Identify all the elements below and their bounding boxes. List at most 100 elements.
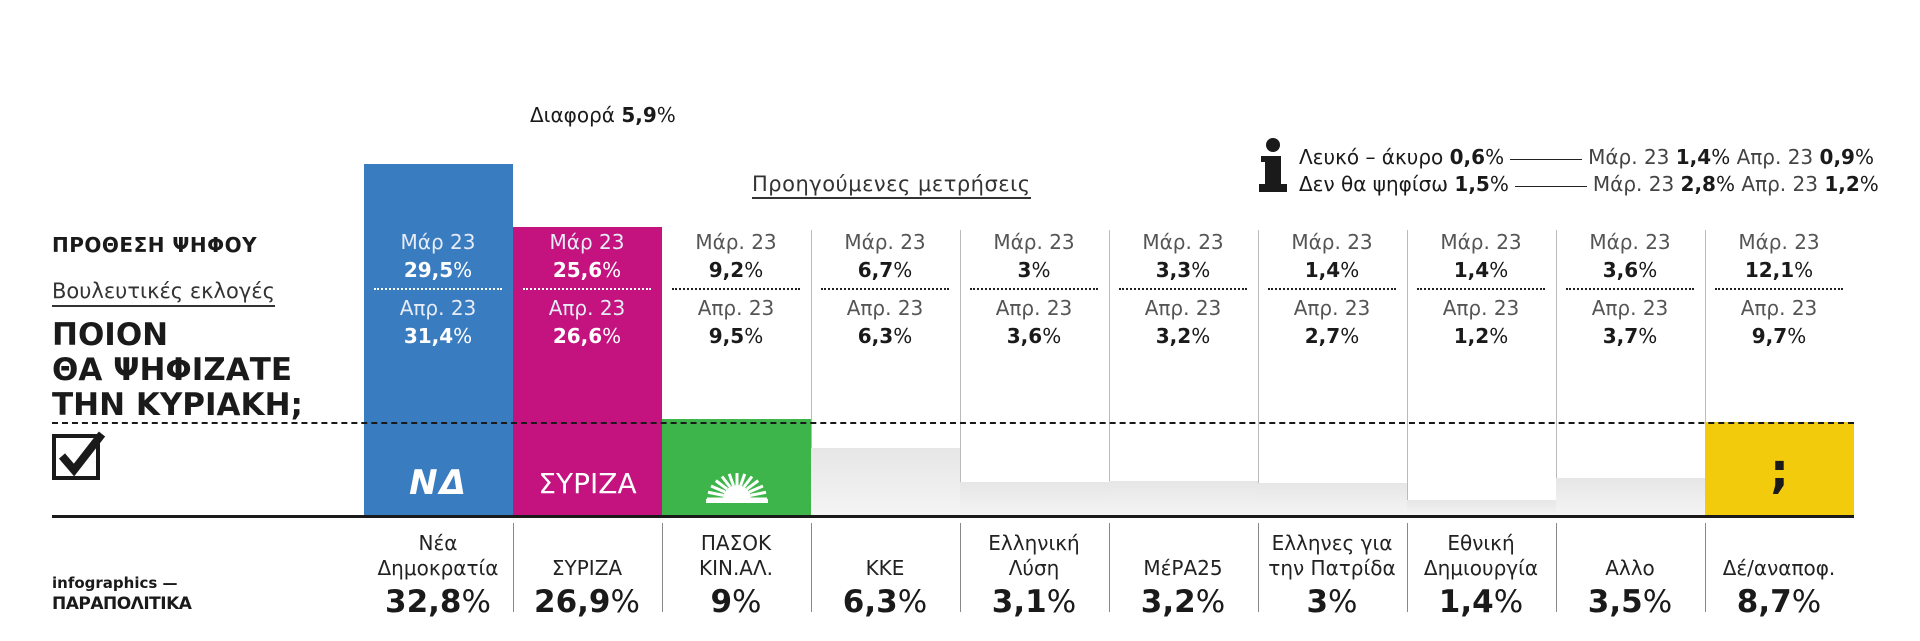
title-line-1: ΠΟΙΟΝ [52,317,169,353]
prev-apr-value: 3,7% [1602,324,1658,348]
percent-sign: % [1340,258,1360,282]
prev-apr-row: 26,6% [513,322,661,350]
column-separator [811,230,812,515]
info-apr-value: 0,9 [1819,145,1855,169]
previous-measurement: Μάρ. 23 1,4% Απρ. 23 2,7% [1258,228,1406,350]
party-name-line: Λύση [1008,556,1060,580]
dotted-divider [374,288,502,290]
previous-measurement: Μάρ 23 25,6% Απρ. 23 26,6% [513,228,661,350]
syriza-logo: ΣΥΡΙΖΑ [538,467,637,500]
party-name-line: Ελληνική [988,531,1080,555]
prev-mar-value: 1,4% [1453,258,1509,282]
pasok-sun-icon [705,473,768,503]
prev-mar-label: Μάρ. 23 [1440,230,1522,254]
prev-apr-value: 2,7% [1304,324,1360,348]
percent-sign: % [453,258,473,282]
info-row-abstain: Δεν θα ψηφίσω 1,5% Μάρ. 23 2,8% Απρ. 23 1… [1299,171,1879,197]
percent-sign: % [1031,258,1051,282]
party-value: 1,4% [1438,584,1524,620]
previous-measurement: Μάρ. 23 9,2% Απρ. 23 9,5% [662,228,810,350]
previous-measurement: Μάρ. 23 12,1% Απρ. 23 9,7% [1705,228,1853,350]
percent-sign: % [897,584,928,620]
party-value: 3,2% [1140,584,1226,620]
info-label: Λευκό – άκυρο [1299,145,1444,169]
party-name: ΠΑΣΟΚ ΚΙΝ.ΑΛ. [662,531,810,581]
previous-measurement: Μάρ. 23 6,7% Απρ. 23 6,3% [811,228,959,350]
prev-mar-value: 6,7% [857,258,913,282]
party-name: Εθνική Δημιουργία [1407,531,1555,581]
info-unit: % [1711,145,1731,169]
info-apr-value: 1,2 [1824,172,1860,196]
percent-sign: % [453,324,473,348]
party-name-line: την Πατρίδα [1268,556,1396,580]
dotted-divider [1119,288,1247,290]
percent-sign: % [1791,584,1822,620]
percent-sign: % [1191,258,1211,282]
party-name: ΚΚΕ [811,556,959,581]
percent-sign: % [1328,584,1358,620]
bar-0 [364,164,513,515]
kicker: ΠΡΟΘΕΣΗ ΨΗΦΟΥ [52,233,258,257]
column-separator [1407,230,1408,515]
percent-sign: % [1638,258,1658,282]
info-row-blank: Λευκό – άκυρο 0,6% Μάρ. 23 1,4% Απρ. 23 0… [1299,144,1874,170]
column-separator [1258,230,1259,515]
dotted-divider [970,288,1098,290]
previous-measurement: Μάρ. 23 3,3% Απρ. 23 3,2% [1109,228,1257,350]
prev-apr-value: 3,2% [1155,324,1211,348]
info-value: 0,6 [1449,145,1486,169]
brand-logo: ΠΑΡΑΠΟΛΙΤΙΚΑ [52,594,192,614]
prev-apr-row: 1,2% [1407,322,1555,350]
party-value: 3,1% [991,584,1077,620]
column-separator [1109,523,1110,612]
percent-sign: % [1493,584,1524,620]
percent-sign: % [1195,584,1226,620]
prev-apr-label: Απρ. 23 [1442,296,1520,320]
column-separator [960,523,961,612]
prev-apr-label: Απρ. 23 [1293,296,1371,320]
prev-apr-row: 9,5% [662,322,810,350]
column-separator [1705,523,1706,612]
party-value: 3% [1306,584,1358,620]
prev-mar-value: 25,6% [552,258,622,282]
party-name-line: Νέα [418,531,458,555]
party-value: 26,9% [534,584,640,620]
bar-9 [1705,421,1854,515]
percent-sign: % [461,584,491,620]
baseline [52,515,1854,518]
party-value: 32,8% [385,584,491,620]
percent-sign: % [1794,258,1814,282]
party-value: 6,3% [842,584,928,620]
bar-5 [1109,480,1258,515]
party-name-line: Δημιουργία [1423,556,1539,580]
info-unit: % [1854,145,1874,169]
info-unit: % [1715,172,1735,196]
dotted-divider [1715,288,1843,290]
info-unit: % [1489,172,1509,196]
prev-mar-label: Μάρ. 23 [1589,230,1671,254]
prev-apr-row: 9,7% [1705,322,1853,350]
party-name-line: Δημοκρατία [377,556,499,580]
party-name: Ελληνες για την Πατρίδα [1258,531,1406,581]
info-leader-line [1510,159,1583,160]
party-name-line: Εθνική [1447,531,1515,555]
bar-3 [811,447,960,515]
subtitle: Βουλευτικές εκλογές [52,279,275,307]
prev-mar-label: Μάρ. 23 [1291,230,1373,254]
difference-unit: % [656,103,676,127]
percent-sign: % [602,324,622,348]
percent-sign: % [1042,324,1062,348]
party-value: 3,5% [1587,584,1673,620]
prev-apr-label: Απρ. 23 [1144,296,1222,320]
prev-apr-value: 31,4% [403,324,473,348]
info-mar-label: Μάρ. 23 [1592,172,1675,196]
difference-annotation: Διαφορά 5,9% [530,103,676,127]
info-leader-line [1514,186,1587,187]
prev-mar-value: 3% [1017,258,1051,282]
prev-apr-row: 3,7% [1556,322,1704,350]
info-mar-value: 2,8 [1680,172,1716,196]
prev-apr-label: Απρ. 23 [697,296,775,320]
percent-sign: % [744,324,764,348]
dotted-divider [1268,288,1396,290]
percent-sign: % [1046,584,1077,620]
